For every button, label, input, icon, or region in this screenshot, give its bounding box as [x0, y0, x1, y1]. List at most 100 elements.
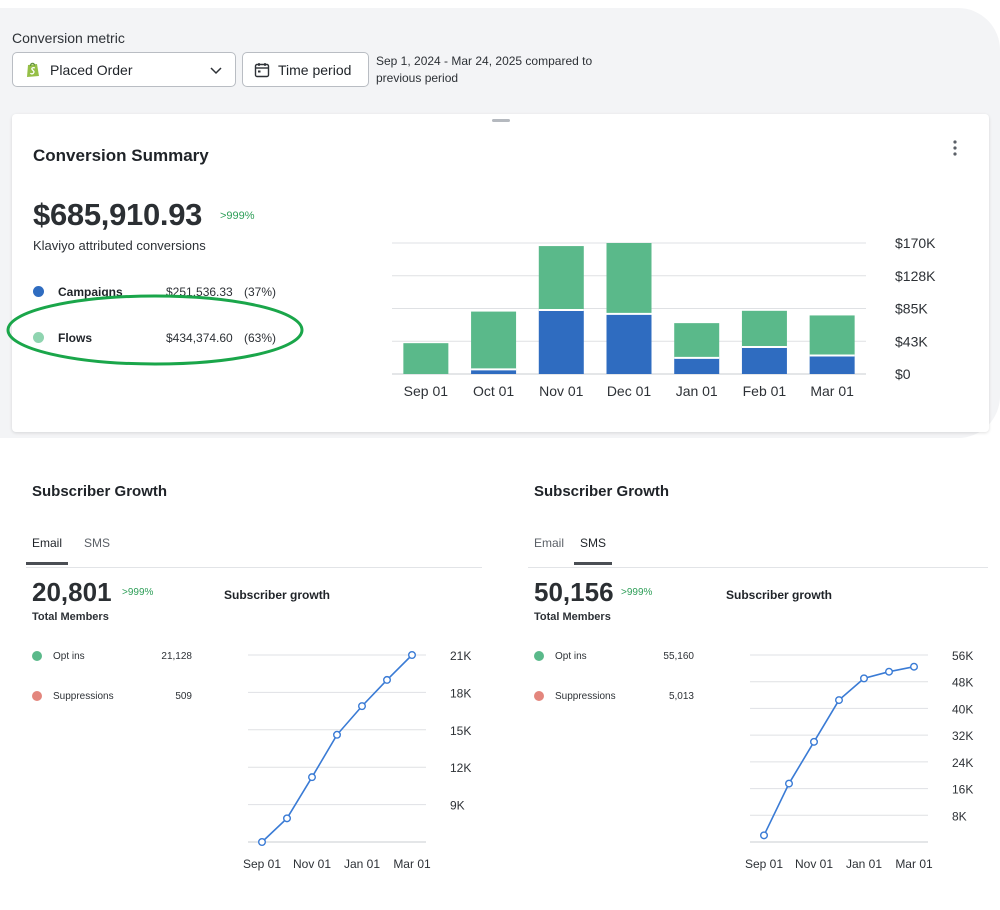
x-tick-label: Jan 01 [344, 857, 380, 871]
subscriber-growth-email: Subscriber Growth Email SMS 20,801 >999%… [12, 470, 492, 900]
legend-percent: (37%) [244, 285, 277, 299]
total-conversions-value: $685,910.93 [33, 197, 203, 232]
data-point [357, 702, 366, 711]
legend-name: Campaigns [58, 285, 123, 299]
legend-dot [33, 332, 44, 343]
channel-tabs: Email SMS [26, 520, 482, 568]
legend-value: $434,374.60 [166, 331, 233, 345]
total-members-label: Total Members [534, 611, 611, 623]
y-tick-label: 56K [952, 649, 973, 663]
bar-flows [471, 311, 517, 370]
bar-campaigns [674, 357, 720, 374]
conversion-metric-label: Conversion metric [12, 30, 125, 46]
conversion-metric-value: Placed Order [50, 61, 133, 78]
legend-value: $251,536.33 [166, 285, 233, 299]
x-tick-label: Dec 01 [607, 383, 652, 399]
legend-name: Flows [58, 331, 93, 345]
subscriber-growth-sms: Subscriber Growth Email SMS 50,156 >999%… [514, 470, 994, 900]
x-tick-label: Sep 01 [243, 857, 281, 871]
data-point [809, 737, 818, 746]
y-tick-label: 12K [450, 761, 471, 775]
bar-campaigns [741, 347, 787, 374]
x-tick-label: Nov 01 [539, 383, 584, 399]
legend-name: Suppressions [555, 691, 616, 702]
total-members-value: 50,156 [534, 577, 614, 607]
drag-handle[interactable] [492, 119, 510, 122]
time-period-button[interactable]: Time period [242, 52, 369, 87]
growth-line [763, 665, 915, 836]
x-tick-label: Sep 01 [745, 857, 783, 871]
shopify-icon [27, 62, 39, 77]
y-tick-label: 21K [450, 649, 471, 663]
total-members-value: 20,801 [32, 577, 112, 607]
data-point [258, 837, 267, 846]
bar-flows [403, 343, 449, 374]
legend-dot [32, 691, 42, 701]
x-tick-label: Jan 01 [676, 383, 718, 399]
legend-opt-ins: Opt ins 21,128 [32, 650, 192, 664]
x-tick-label: Mar 01 [393, 857, 431, 871]
total-members-delta: >999% [621, 587, 653, 598]
y-tick-label: 18K [450, 686, 471, 700]
y-tick-label: $43K [895, 333, 928, 349]
total-conversions-delta: >999% [220, 210, 255, 222]
calendar-icon [254, 62, 270, 77]
legend-name: Suppressions [53, 691, 114, 702]
bar-campaigns [606, 313, 652, 374]
bar-flows [538, 246, 584, 311]
subscriber-growth-chart-title: Subscriber growth [726, 588, 833, 602]
legend-suppressions: Suppressions 509 [32, 690, 192, 704]
legend-opt-ins: Opt ins 55,160 [534, 650, 694, 664]
subscriber-growth-title: Subscriber Growth [534, 483, 670, 500]
data-point [785, 779, 794, 788]
tab-sms[interactable]: SMS [84, 536, 111, 550]
legend-percent: (63%) [244, 331, 277, 345]
y-tick-label: 9K [450, 799, 465, 813]
y-tick-label: 15K [450, 724, 471, 738]
legend-dot [33, 286, 44, 297]
bar-flows [741, 310, 787, 348]
bar-flows [606, 243, 652, 314]
time-period-label: Time period [278, 61, 352, 78]
bar-flows [809, 315, 855, 356]
conversion-panel: Conversion metric Placed Order Time peri… [0, 8, 1000, 438]
legend-name: Opt ins [555, 651, 587, 662]
legend-value: 509 [175, 691, 192, 702]
legend-flows: Flows $434,374.60 (63%) [33, 328, 293, 348]
x-tick-label: Nov 01 [293, 857, 331, 871]
data-point [382, 675, 391, 684]
data-point [407, 650, 416, 659]
y-tick-label: 32K [952, 729, 973, 743]
y-tick-label: 8K [952, 809, 967, 823]
x-tick-label: Mar 01 [895, 857, 933, 871]
channel-tabs: Email SMS [528, 520, 988, 568]
sms-growth-line-chart: 8K 16K 24K 32K 40K 48K 56K Sep 01 Nov 01 Jan 01 Ma… [745, 649, 973, 871]
legend-suppressions: Suppressions 5,013 [534, 690, 694, 704]
tab-sms[interactable]: SMS [574, 536, 613, 565]
subscriber-growth-chart-title: Subscriber growth [224, 588, 331, 602]
x-tick-label: Sep 01 [404, 383, 449, 399]
legend-campaigns: Campaigns $251,536.33 (37%) [33, 282, 293, 302]
data-point [884, 667, 893, 676]
bar-campaigns [809, 355, 855, 374]
y-tick-label: $85K [895, 301, 928, 317]
tab-email[interactable]: Email [534, 536, 565, 550]
y-tick-label: 48K [952, 676, 973, 690]
total-members-label: Total Members [32, 611, 109, 623]
conversion-metric-select[interactable]: Placed Order [12, 52, 236, 87]
tab-email[interactable]: Email [26, 536, 69, 565]
data-point [332, 730, 341, 739]
x-tick-label: Nov 01 [795, 857, 833, 871]
more-options-icon[interactable] [953, 140, 957, 156]
data-point [909, 662, 918, 671]
data-point [307, 773, 316, 782]
data-point [859, 674, 868, 683]
period-description: Sep 1, 2024 - Mar 24, 2025 compared to p… [376, 54, 593, 85]
y-tick-label: $128K [895, 268, 936, 284]
x-tick-label: Oct 01 [473, 383, 514, 399]
x-tick-label: Jan 01 [846, 857, 882, 871]
y-tick-label: 40K [952, 702, 973, 716]
x-tick-label: Feb 01 [743, 383, 787, 399]
data-point [760, 831, 769, 840]
legend-dot [32, 651, 42, 661]
